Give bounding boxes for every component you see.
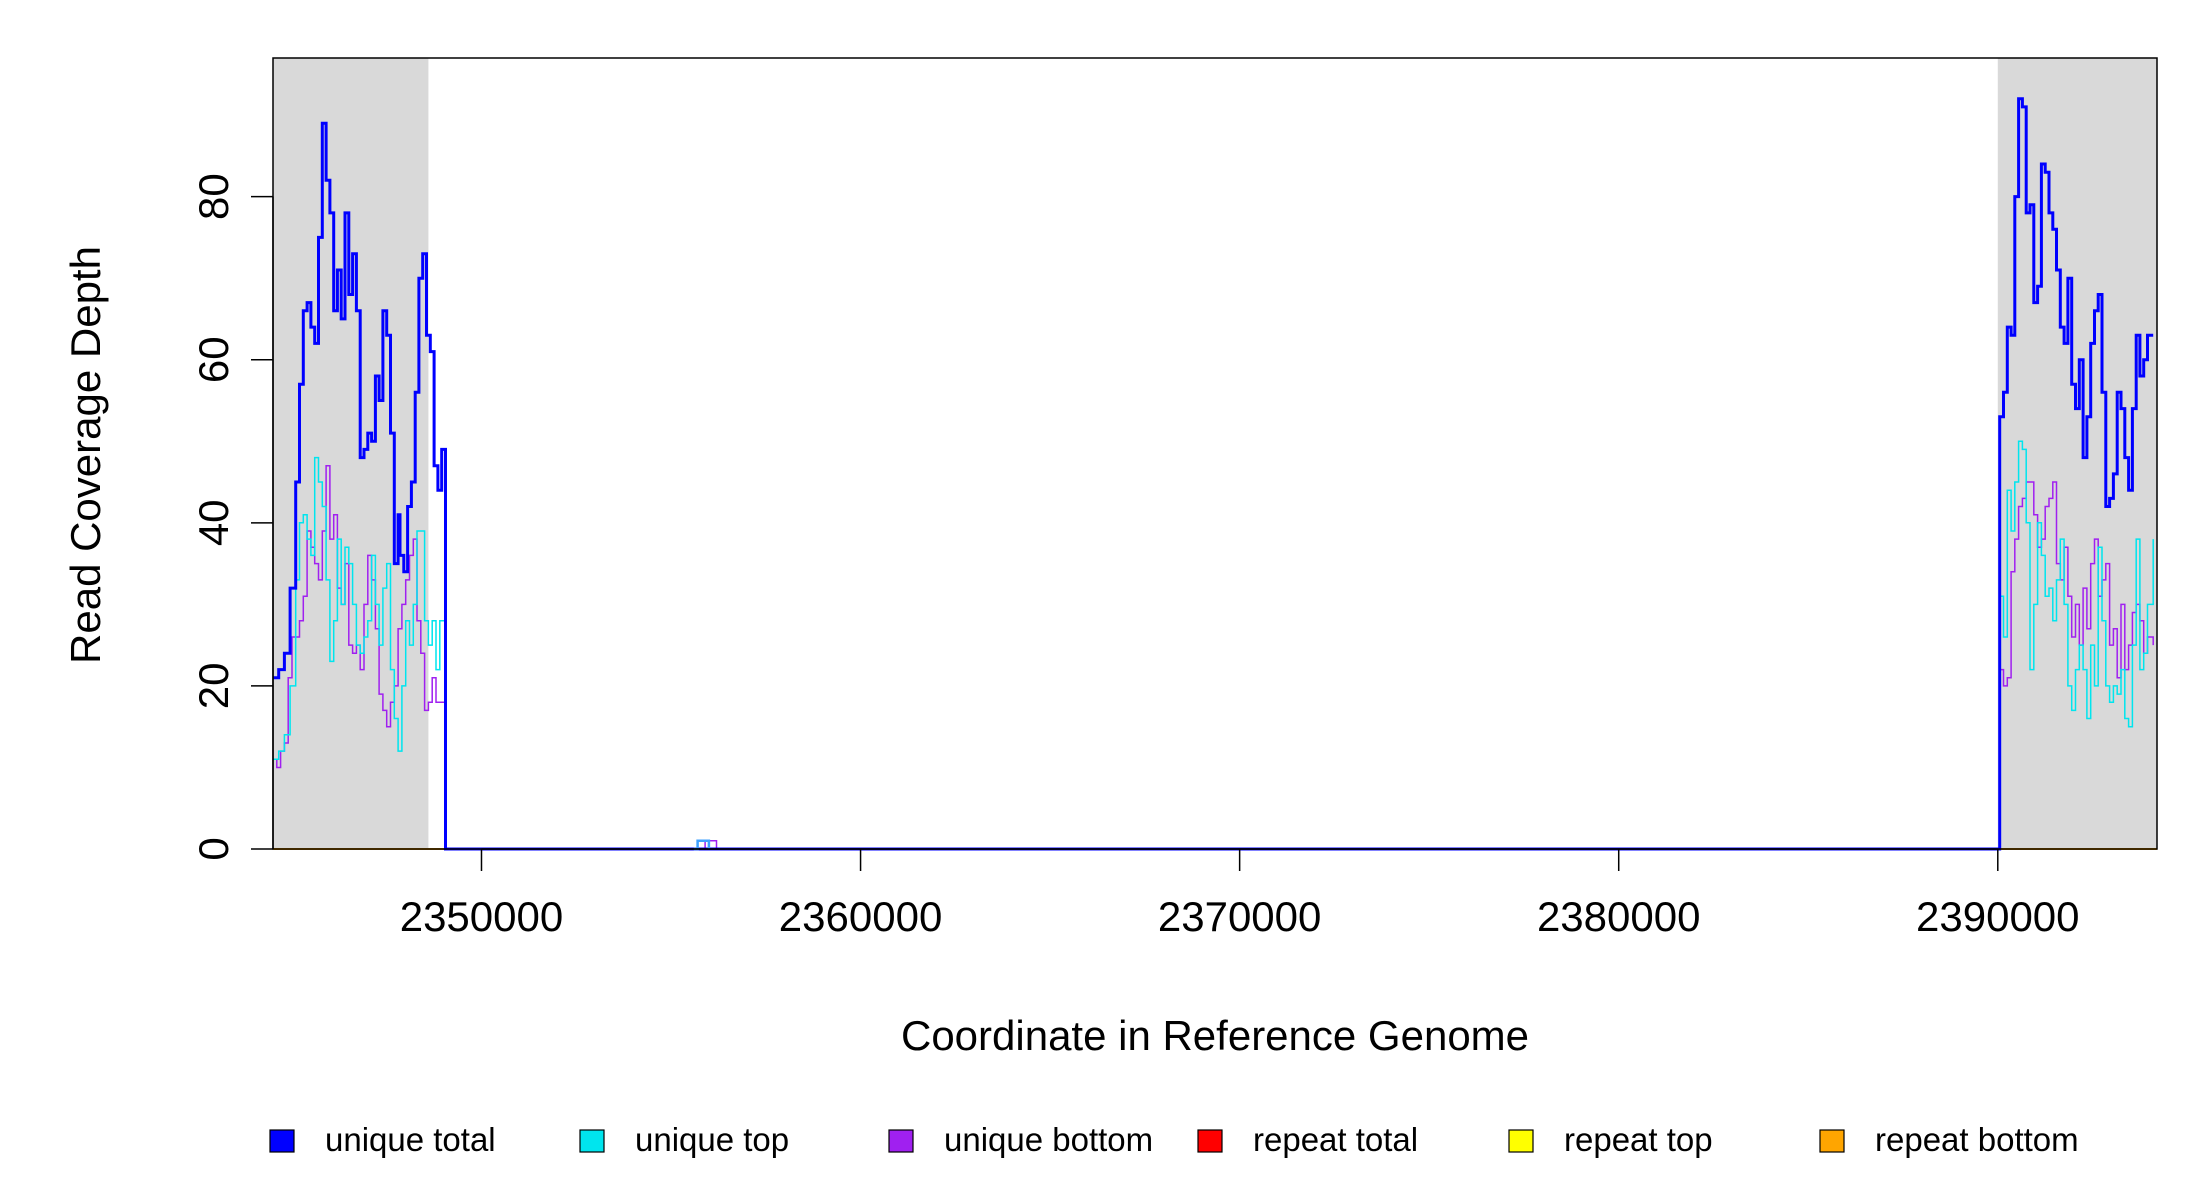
x-tick-label: 2370000 [1158,893,1322,940]
legend-item: unique top [579,1121,789,1158]
legend-label: repeat top [1564,1121,1713,1158]
x-tick-label: 2350000 [400,893,564,940]
y-tick-label: 0 [190,837,237,860]
legend-item: unique total [269,1121,496,1158]
shaded-region-1 [1997,58,2157,849]
legend-label: unique total [325,1121,496,1158]
y-tick-label: 80 [190,173,237,220]
legend-label: unique top [635,1121,789,1158]
y-axis-title: Read Coverage Depth [62,246,109,664]
series-unique-total [273,97,2154,851]
plot-frame [272,57,2158,850]
legend-label: repeat total [1253,1121,1418,1158]
y-axis: 0 20 40 60 80 [190,173,274,861]
legend-swatch [269,1129,295,1153]
y-tick-label: 60 [190,336,237,383]
x-tick-label: 2390000 [1916,893,2080,940]
legend-swatch [1819,1129,1845,1153]
x-axis-title: Coordinate in Reference Genome [901,1012,1529,1059]
legend-swatch [888,1129,914,1153]
legend-item: unique bottom [888,1121,1153,1158]
series-lines [273,97,2157,851]
x-tick-label: 2360000 [779,893,943,940]
shaded-regions [273,58,2157,849]
series-unique-top [273,440,2154,850]
legend-item: repeat total [1197,1121,1418,1158]
legend-label: repeat bottom [1875,1121,2079,1158]
legend-item: repeat top [1508,1121,1713,1158]
y-tick-label: 40 [190,499,237,546]
legend-swatch [1508,1129,1534,1153]
y-tick-label: 20 [190,663,237,710]
legend-item: repeat bottom [1819,1121,2079,1158]
legend: unique total unique top unique bottom repea… [269,1121,2079,1158]
legend-label: unique bottom [944,1121,1153,1158]
shaded-region-0 [273,58,429,849]
x-axis: 2350000 2360000 2370000 2380000 2390000 [400,848,2080,940]
legend-swatch [579,1129,605,1153]
series-unique-bottom [273,464,2154,850]
x-tick-label: 2380000 [1537,893,1701,940]
legend-swatch [1197,1129,1223,1153]
